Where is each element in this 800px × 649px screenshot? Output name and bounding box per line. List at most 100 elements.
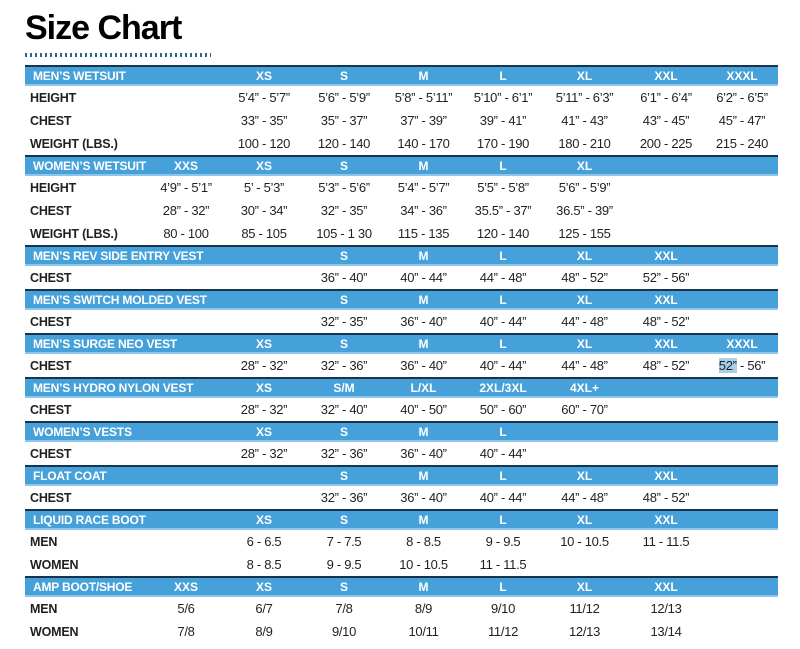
section-mens-rev-side-entry-vest: MEN’S REV SIDE ENTRY VEST S M L XL XXL CHEST 36…	[25, 245, 778, 289]
section-mens-surge-neo-vest: MEN’S SURGE NEO VEST XS S M L XL XXL XXXL CHEST 2…	[25, 333, 778, 377]
cell: 45” - 47”	[718, 113, 766, 128]
size-column-header: XS	[255, 336, 272, 351]
size-column-header: XXL	[654, 579, 678, 594]
cell: 52” - 56”	[718, 358, 766, 373]
cell: 48” - 52”	[642, 490, 690, 505]
size-column-header: XXL	[654, 468, 678, 483]
cell: 5’10” - 6’1”	[473, 90, 533, 105]
row-label: CHEST	[30, 358, 72, 373]
size-column-header: S	[339, 248, 348, 263]
row-label: CHEST	[30, 314, 72, 329]
size-column-header: M	[418, 512, 429, 527]
section-mens-wetsuit: MEN’S WETSUIT XS S M L XL XXL XXXL HEIGHT 5’4” - …	[25, 65, 778, 155]
cell: 5’3” - 5’6”	[318, 180, 370, 195]
size-column-header: XS	[255, 512, 272, 527]
cell: 11 - 11.5	[479, 557, 527, 572]
row-label: WOMEN	[30, 557, 79, 572]
cell: 8/9	[255, 624, 273, 639]
table-row: CHEST 28” - 32” 30” - 34” 32” - 35” 34” - 36…	[25, 199, 778, 222]
size-column-header: XS	[255, 424, 272, 439]
cell: 7 - 7.5	[326, 534, 362, 549]
cell: 125 - 155	[558, 226, 611, 241]
section-header: MEN’S HYDRO NYLON VEST XS S/M L/XL 2XL/3XL 4X…	[25, 377, 778, 398]
cell: 9 - 9.5	[326, 557, 362, 572]
cell: 9/10	[490, 601, 516, 616]
cell: 36” - 40”	[400, 314, 447, 329]
cell: 28” - 32”	[240, 358, 288, 373]
cell: 100 - 120	[237, 136, 291, 151]
table-row: CHEST 33” - 35” 35” - 37” 37” - 39” 39” - 41…	[25, 109, 778, 132]
size-column-header: S	[339, 336, 348, 351]
row-label: CHEST	[30, 113, 72, 128]
size-column-header: XL	[576, 468, 593, 483]
row-label: CHEST	[30, 270, 72, 285]
cell: 5’11” - 6’3”	[555, 90, 614, 105]
size-column-header: XL	[576, 292, 593, 307]
cell: 200 - 225	[639, 136, 693, 151]
cell: 39” - 41”	[479, 113, 527, 128]
section-header: MEN’S SWITCH MOLDED VEST S M L XL XXL	[25, 289, 778, 310]
size-column-header: S	[339, 292, 348, 307]
cell: 4’9” - 5’1”	[160, 180, 212, 195]
cell: 50” - 60”	[479, 402, 527, 417]
cell: 37” - 39”	[400, 113, 447, 128]
size-column-header: XXL	[654, 336, 678, 351]
cell: 9 - 9.5	[485, 534, 521, 549]
size-column-header: M	[418, 248, 429, 263]
cell: 5’6” - 5’9”	[318, 90, 370, 105]
cell: 180 - 210	[558, 136, 611, 151]
cell: 28” - 32”	[240, 402, 288, 417]
size-column-header: L	[499, 68, 507, 83]
cell: 12/13	[650, 601, 682, 616]
cell: 44” - 48”	[561, 490, 608, 505]
size-column-header: S	[339, 468, 348, 483]
size-column-header: XXL	[654, 248, 678, 263]
cell: 36” - 40”	[400, 358, 447, 373]
size-column-header: S	[339, 158, 348, 173]
table-row: WEIGHT (LBS.) 80 - 100 85 - 105 105 - 1 30 1…	[25, 222, 778, 245]
cell: 32” - 40”	[320, 402, 368, 417]
cell: 32” - 35”	[320, 314, 368, 329]
cell: 85 - 105	[241, 226, 287, 241]
cell: 33” - 35”	[240, 113, 288, 128]
section-title: WOMEN’S WETSUIT	[33, 158, 146, 173]
size-column-header: 2XL/3XL	[479, 380, 527, 395]
cell: 5’ - 5’3”	[243, 180, 285, 195]
cell: 215 - 240	[715, 136, 769, 151]
title-dotted-underline	[25, 53, 211, 57]
cell: 6/7	[255, 601, 273, 616]
cell: 28” - 32”	[240, 446, 288, 461]
cell: 8/9	[414, 601, 433, 616]
cell: 5/6	[177, 601, 195, 616]
section-title: LIQUID RACE BOOT	[33, 512, 146, 527]
section-title: MEN’S REV SIDE ENTRY VEST	[33, 248, 204, 263]
row-label: CHEST	[30, 402, 72, 417]
section-title: MEN’S HYDRO NYLON VEST	[33, 380, 194, 395]
size-column-header: L	[499, 424, 507, 439]
size-column-header: M	[418, 158, 429, 173]
size-column-header: XL	[576, 68, 593, 83]
size-column-header: L	[499, 468, 507, 483]
cell: 12/13	[568, 624, 601, 639]
cell: 30” - 34”	[240, 203, 288, 218]
size-column-header: M	[418, 68, 429, 83]
cell: 5’4” - 5’7”	[238, 90, 290, 105]
cell: 80 - 100	[163, 226, 209, 241]
size-column-header: XL	[576, 158, 593, 173]
size-column-header: L	[499, 248, 507, 263]
cell: 44” - 48”	[561, 314, 608, 329]
size-column-header: XS	[255, 158, 272, 173]
cell: 115 - 135	[397, 226, 450, 241]
section-title: MEN’S SWITCH MOLDED VEST	[33, 292, 207, 307]
cell: 40” - 44”	[479, 358, 527, 373]
table-row: CHEST 36” - 40” 40” - 44” 44” - 48” 48” - 52…	[25, 266, 778, 289]
size-column-header: XS	[255, 68, 272, 83]
size-column-header: S/M	[333, 380, 355, 395]
size-column-header: XL	[576, 579, 593, 594]
cell: 6 - 6.5	[246, 534, 282, 549]
section-header: AMP BOOT/SHOE XXS XS S M L XL XXL	[25, 576, 778, 597]
cell: 5’8” - 5’11”	[394, 90, 453, 105]
cell: 35” - 37”	[320, 113, 368, 128]
size-column-header: M	[418, 292, 429, 307]
